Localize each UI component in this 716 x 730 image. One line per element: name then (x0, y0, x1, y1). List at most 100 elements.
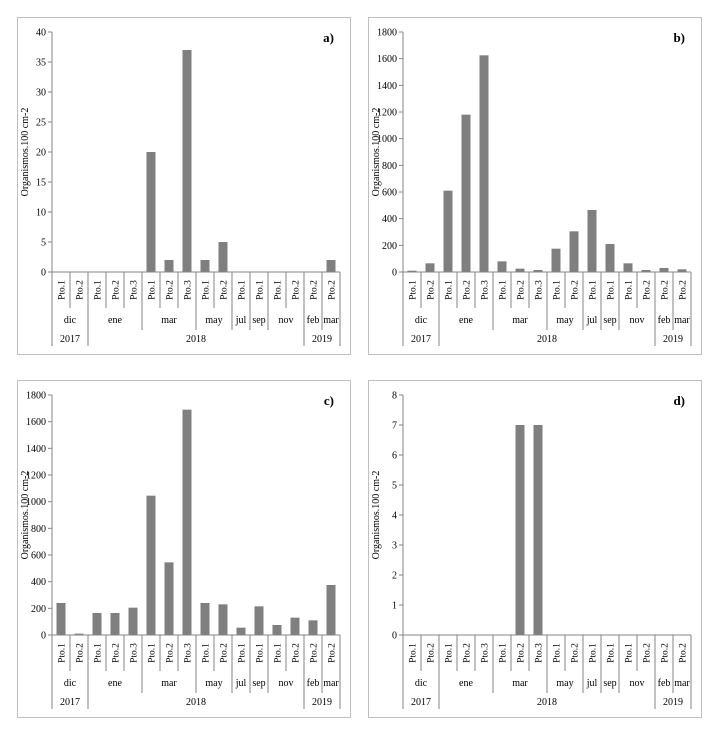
x-tick-label: Pto.2 (220, 280, 230, 300)
year-label: 2019 (312, 334, 332, 345)
x-tick-label: Pto.1 (202, 643, 212, 663)
x-tick-label: Pto.1 (94, 280, 104, 300)
year-label: 2018 (537, 334, 557, 345)
x-tick-label: Pto.1 (445, 280, 455, 300)
chart-panel-a: 0 5 10 15 20 25 30 35 40 Organismos.100 cm-2 a) Pto… (17, 17, 351, 355)
month-label: dic (415, 678, 428, 689)
chart-svg-d: 0 1 2 3 4 5 6 7 8 Organismos.100 cm-2 d) Pto.1 Pto.2… (371, 391, 692, 709)
month-label: sep (603, 315, 616, 326)
x-tick-label: Pto.1 (238, 280, 248, 300)
x-tick-label: Pto.2 (292, 280, 302, 300)
x-tick-label: Pto.2 (571, 643, 581, 663)
month-label: jul (586, 315, 598, 326)
y-tick-label: 5 (392, 481, 397, 492)
month-label: mar (161, 315, 177, 326)
y-axis-label: Organismos.100 cm-2 (20, 471, 31, 560)
bar (641, 270, 651, 272)
bar (425, 263, 435, 272)
bar (326, 585, 336, 635)
axes-b: 0 200 400 600 800 1000 1200 1400 1600 1800 Organis… (371, 28, 692, 346)
x-tick-label: Pto.1 (409, 280, 419, 300)
month-label: jul (586, 678, 598, 689)
month-label: dic (415, 315, 428, 326)
y-tick-label: 400 (31, 577, 46, 588)
y-tick-label: 3 (392, 541, 397, 552)
month-label: feb (307, 315, 320, 326)
y-tick-label: 1800 (26, 391, 46, 402)
chart-panel-d: 0 1 2 3 4 5 6 7 8 Organismos.100 cm-2 d) Pto.1 Pto.2… (368, 380, 702, 718)
y-tick-label: 5 (41, 238, 46, 249)
year-label: 2018 (537, 697, 557, 708)
month-label: feb (658, 678, 671, 689)
bar (587, 210, 597, 272)
bar (290, 617, 300, 635)
bar (200, 603, 210, 635)
panel-label: b) (673, 30, 685, 45)
x-tick-label: Pto.1 (238, 643, 248, 663)
year-label: 2019 (663, 334, 683, 345)
month-label: ene (108, 678, 122, 689)
month-label: mar (512, 315, 528, 326)
x-tick-label: Pto.1 (607, 643, 617, 663)
x-tick-label: Pto.2 (220, 643, 230, 663)
x-tick-label: Pto.1 (274, 280, 284, 300)
y-tick-label: 200 (31, 604, 46, 615)
y-tick-label: 1800 (377, 28, 397, 39)
y-tick-label: 0 (41, 268, 46, 279)
month-label: mar (512, 678, 528, 689)
x-tick-label: Pto.1 (607, 280, 617, 300)
bar (236, 627, 246, 635)
month-label: nov (630, 315, 645, 326)
chart-svg-c: 0 200 400 600 800 1000 1200 1400 1600 1800 Organis… (20, 391, 341, 709)
x-tick-label: Pto.2 (643, 280, 653, 300)
x-tick-label: Pto.3 (481, 280, 491, 300)
y-tick-label: 8 (392, 391, 397, 402)
bar (407, 270, 417, 272)
x-tick-label: Pto.2 (463, 643, 473, 663)
bar (551, 248, 561, 272)
x-tick-label: Pto.3 (184, 280, 194, 300)
bar (569, 231, 579, 272)
x-tick-label: Pto.1 (625, 280, 635, 300)
x-tick-label: Pto.2 (463, 280, 473, 300)
bar (254, 606, 264, 635)
bar (623, 263, 633, 272)
x-tick-label: Pto.2 (328, 280, 338, 300)
month-label: jul (235, 315, 247, 326)
y-axis-label: Organismos.100 cm-2 (371, 108, 382, 197)
y-tick-label: 0 (41, 631, 46, 642)
x-tick-label: Pto.2 (517, 280, 527, 300)
x-tick-label: Pto.3 (535, 643, 545, 663)
y-tick-label: 1400 (26, 444, 46, 455)
y-tick-label: 30 (36, 88, 46, 99)
x-tick-label: Pto.2 (112, 643, 122, 663)
y-tick-label: 7 (392, 421, 397, 432)
x-tick-label: Pto.2 (427, 280, 437, 300)
month-label: feb (658, 315, 671, 326)
x-tick-label: Pto.2 (328, 643, 338, 663)
month-label: jul (235, 678, 247, 689)
x-tick-label: Pto.2 (661, 643, 671, 663)
x-tick-label: Pto.1 (553, 280, 563, 300)
panel-label: c) (324, 393, 334, 408)
x-tick-label: Pto.1 (58, 280, 68, 300)
x-tick-label: Pto.3 (481, 643, 491, 663)
x-tick-label: Pto.2 (679, 643, 689, 663)
y-tick-label: 800 (382, 161, 397, 172)
x-tick-label: Pto.2 (310, 280, 320, 300)
y-tick-label: 1 (392, 601, 397, 612)
x-tick-label: Pto.2 (517, 643, 527, 663)
y-tick-label: 1200 (377, 108, 397, 119)
y-tick-label: 1000 (377, 134, 397, 145)
x-tick-label: Pto.2 (679, 280, 689, 300)
y-tick-label: 1400 (377, 81, 397, 92)
y-tick-label: 1600 (26, 417, 46, 428)
year-label: 2017 (60, 334, 80, 345)
y-tick-label: 1000 (26, 497, 46, 508)
bar (218, 242, 228, 272)
month-label: feb (307, 678, 320, 689)
year-label: 2017 (60, 697, 80, 708)
bar (659, 268, 669, 272)
y-axis-label: Organismos.100 cm-2 (371, 471, 382, 560)
month-label: nov (279, 678, 294, 689)
